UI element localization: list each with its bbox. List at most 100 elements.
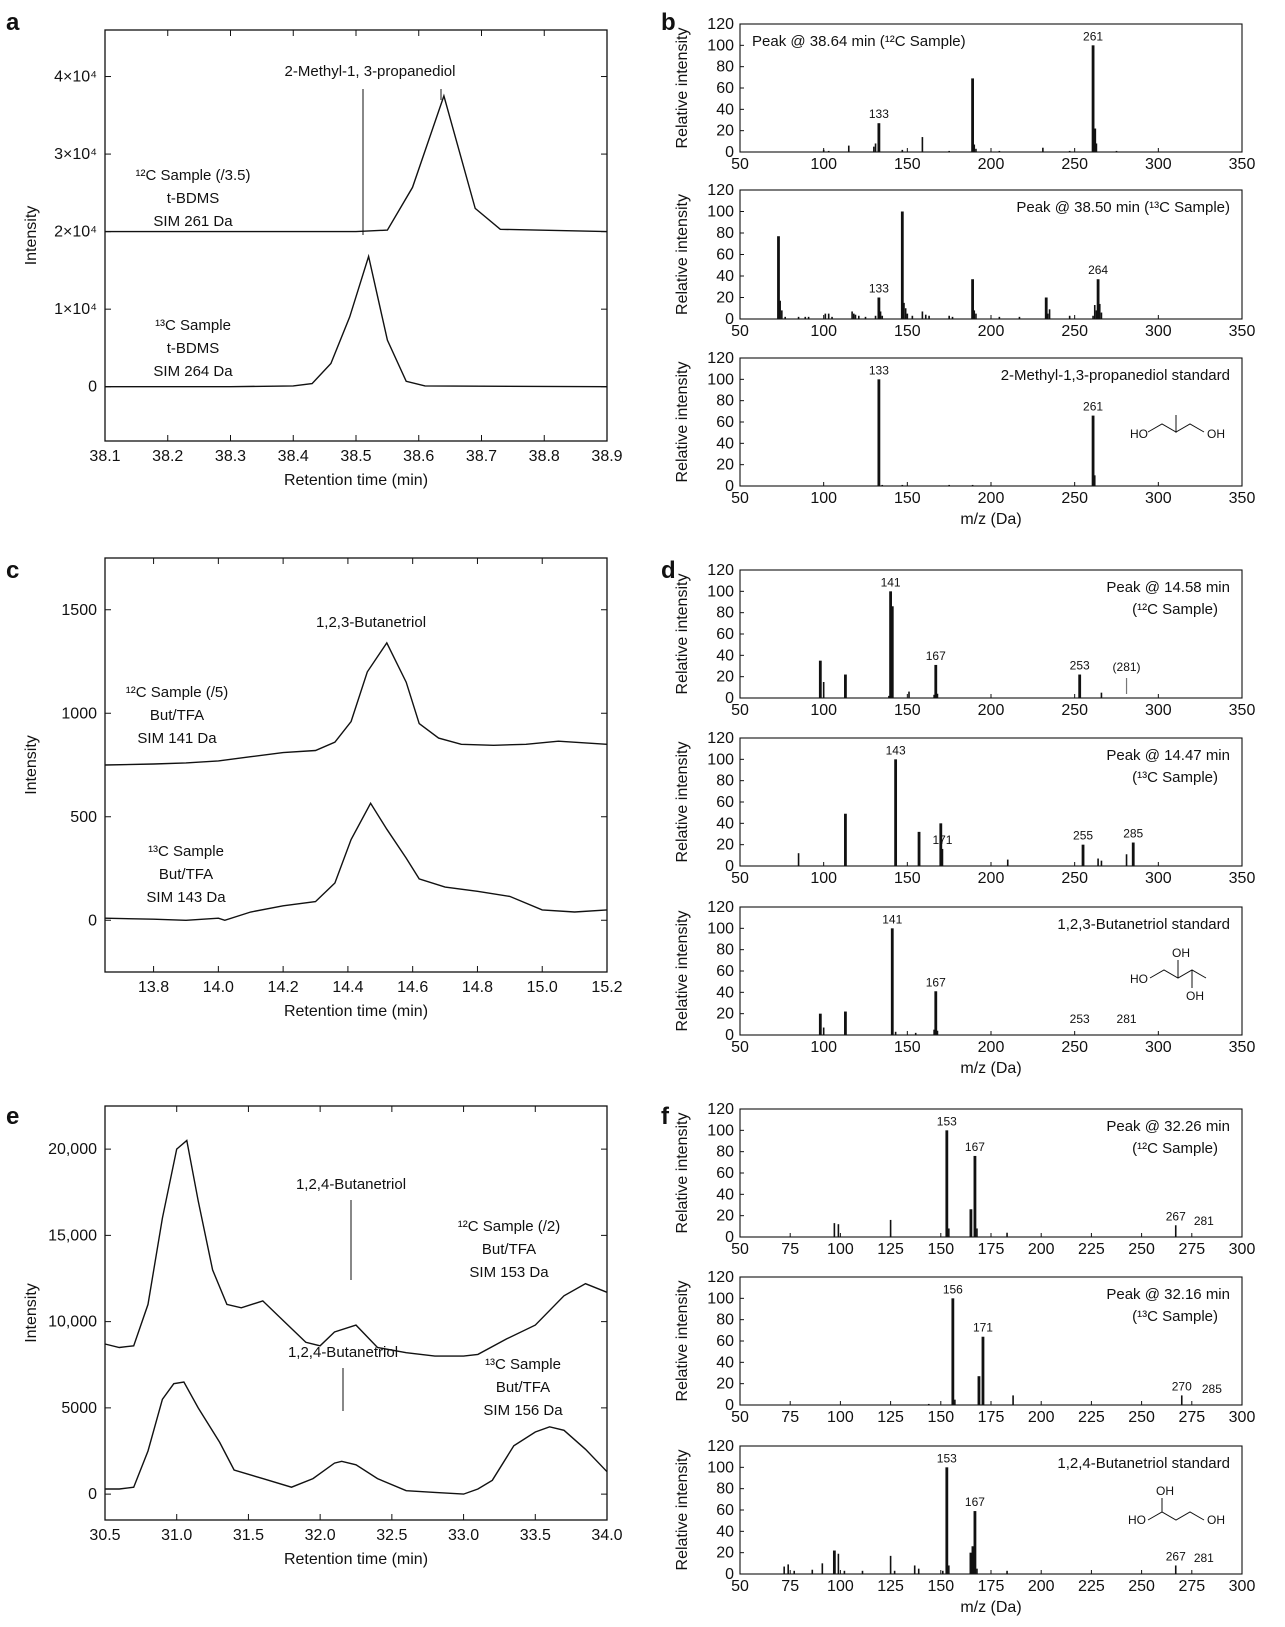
y-tick-label: 120 xyxy=(707,899,734,916)
y-tick-label: 80 xyxy=(716,393,734,410)
y-tick-label: 40 xyxy=(716,101,734,118)
x-tick-label: 31.0 xyxy=(161,1527,192,1544)
spectrum-peak xyxy=(971,1546,975,1574)
y-tick-label: 0 xyxy=(725,1229,734,1246)
x-tick-label: 350 xyxy=(1229,490,1256,507)
y-tick-label: 0 xyxy=(725,478,734,495)
atom-label: HO xyxy=(1128,1513,1146,1527)
spectrum-peak xyxy=(934,991,938,1035)
x-tick-label: 15.0 xyxy=(527,979,558,996)
x-tick-label: 38.2 xyxy=(152,448,183,465)
y-tick-label: 20 xyxy=(716,123,734,140)
y-tick-label: 20 xyxy=(716,290,734,307)
series-label-top: But/TFA xyxy=(482,1241,536,1258)
y-tick-label: 100 xyxy=(707,204,734,221)
spectrum-peak xyxy=(797,316,800,319)
peak-label: 153 xyxy=(937,1114,957,1128)
spectrum-peak xyxy=(1093,475,1096,486)
x-tick-label: 300 xyxy=(1229,1241,1256,1258)
x-tick-label: 50 xyxy=(731,870,749,887)
spectrum-peak xyxy=(777,236,780,319)
x-tick-label: 50 xyxy=(731,490,749,507)
spectrum-peak xyxy=(793,1570,796,1574)
peak-label: 264 xyxy=(1088,263,1108,277)
spectrum-peak xyxy=(971,484,974,486)
spectrum-subtitle: (¹²C Sample) xyxy=(1132,601,1218,618)
y-tick-label: 120 xyxy=(707,182,734,199)
spectrum-title: 2-Methyl-1,3-propanediol standard xyxy=(1001,367,1230,384)
y-tick-label: 120 xyxy=(707,562,734,579)
x-tick-label: 150 xyxy=(894,323,921,340)
x-tick-label: 250 xyxy=(1128,1241,1155,1258)
spectrum-peak xyxy=(1047,313,1049,319)
series-label-top: SIM 141 Da xyxy=(137,730,217,747)
spectrum-peak xyxy=(1006,859,1009,866)
y-tick-label: 60 xyxy=(716,626,734,643)
y-tick-label: 60 xyxy=(716,794,734,811)
x-axis-title: m/z (Da) xyxy=(960,1060,1021,1077)
atom-label: HO xyxy=(1130,427,1148,441)
molecule-structure-b: HO OH xyxy=(1130,415,1225,441)
x-tick-label: 350 xyxy=(1229,870,1256,887)
spectrum-peak xyxy=(818,660,822,698)
y-axis-title: Intensity xyxy=(23,735,40,795)
spectrum-peak xyxy=(877,123,881,152)
y-tick-label: 100 xyxy=(707,1122,734,1139)
molecule-structure-f: HO OH OH xyxy=(1128,1484,1225,1527)
spectrum-peak xyxy=(1093,128,1097,152)
y-tick-label: 120 xyxy=(707,730,734,747)
x-tick-label: 350 xyxy=(1229,702,1256,719)
y-tick-label: 20 xyxy=(716,1545,734,1562)
spectrum-peak xyxy=(921,137,924,152)
spectrum-peak xyxy=(874,143,877,152)
spectrum-peak xyxy=(837,1553,840,1574)
spectrum-peak xyxy=(888,695,890,698)
chart-layer: 38.1 38.2 38.3 38.4 38.5 38.6 38.7 38.8 38.9 0 1×1… xyxy=(23,16,1255,1616)
x-tick-label: 13.8 xyxy=(138,979,169,996)
y-axis-title: Intensity xyxy=(23,206,40,266)
y-axis-title: Relative intensity xyxy=(674,194,691,315)
y-tick-label: 40 xyxy=(716,815,734,832)
x-tick-label: 200 xyxy=(1028,1578,1055,1595)
spectrum-peak xyxy=(822,682,825,698)
peak-label: 285 xyxy=(1202,1382,1222,1396)
spectrum-peak xyxy=(881,315,884,319)
spectrum-peak xyxy=(877,297,881,319)
x-tick-label: 200 xyxy=(978,702,1005,719)
x-tick-label: 350 xyxy=(1229,156,1256,173)
y-tick-label: 0 xyxy=(725,1027,734,1044)
x-tick-label: 38.7 xyxy=(466,448,497,465)
x-tick-label: 300 xyxy=(1145,156,1172,173)
panel-label-d: d xyxy=(661,557,676,584)
series-label-top: ¹²C Sample (/3.5) xyxy=(135,167,250,184)
spectrum-peak xyxy=(861,1570,864,1574)
spectrum-f-3: 50 75 100 125 150 175 200 225 250 275 300 0 20 40 60 80… xyxy=(674,1438,1255,1595)
spectrum-peak xyxy=(1081,844,1085,866)
spectrum-peak xyxy=(851,311,853,319)
y-tick-label: 0 xyxy=(725,144,734,161)
spectrum-peak xyxy=(1100,692,1103,698)
y-tick-label: 100 xyxy=(707,371,734,388)
peak-label: 285 xyxy=(1123,827,1143,841)
spectrum-peak xyxy=(1096,279,1100,319)
y-tick-label: 0 xyxy=(88,379,97,396)
x-tick-label: 50 xyxy=(731,323,749,340)
y-tick-label: 0 xyxy=(725,311,734,328)
atom-label: OH xyxy=(1207,1513,1225,1527)
y-tick-label: 60 xyxy=(716,1333,734,1350)
x-tick-label: 225 xyxy=(1078,1578,1105,1595)
x-tick-label: 32.0 xyxy=(305,1527,336,1544)
spectrum-peak xyxy=(1100,312,1103,319)
y-tick-label: 40 xyxy=(716,435,734,452)
x-tick-label: 31.5 xyxy=(233,1527,264,1544)
spectrum-peak xyxy=(797,853,800,866)
y-tick-label: 1000 xyxy=(61,705,97,722)
spectrum-peak xyxy=(936,1030,939,1035)
x-tick-label: 14.4 xyxy=(332,979,363,996)
spectrum-title: Peak @ 32.16 min xyxy=(1106,1286,1230,1303)
spectrum-peak xyxy=(936,693,939,698)
series-label-bottom: But/TFA xyxy=(159,866,213,883)
spectrum-peak xyxy=(942,1570,944,1574)
x-tick-label: 34.0 xyxy=(591,1527,622,1544)
spectrum-peak xyxy=(954,1399,956,1405)
